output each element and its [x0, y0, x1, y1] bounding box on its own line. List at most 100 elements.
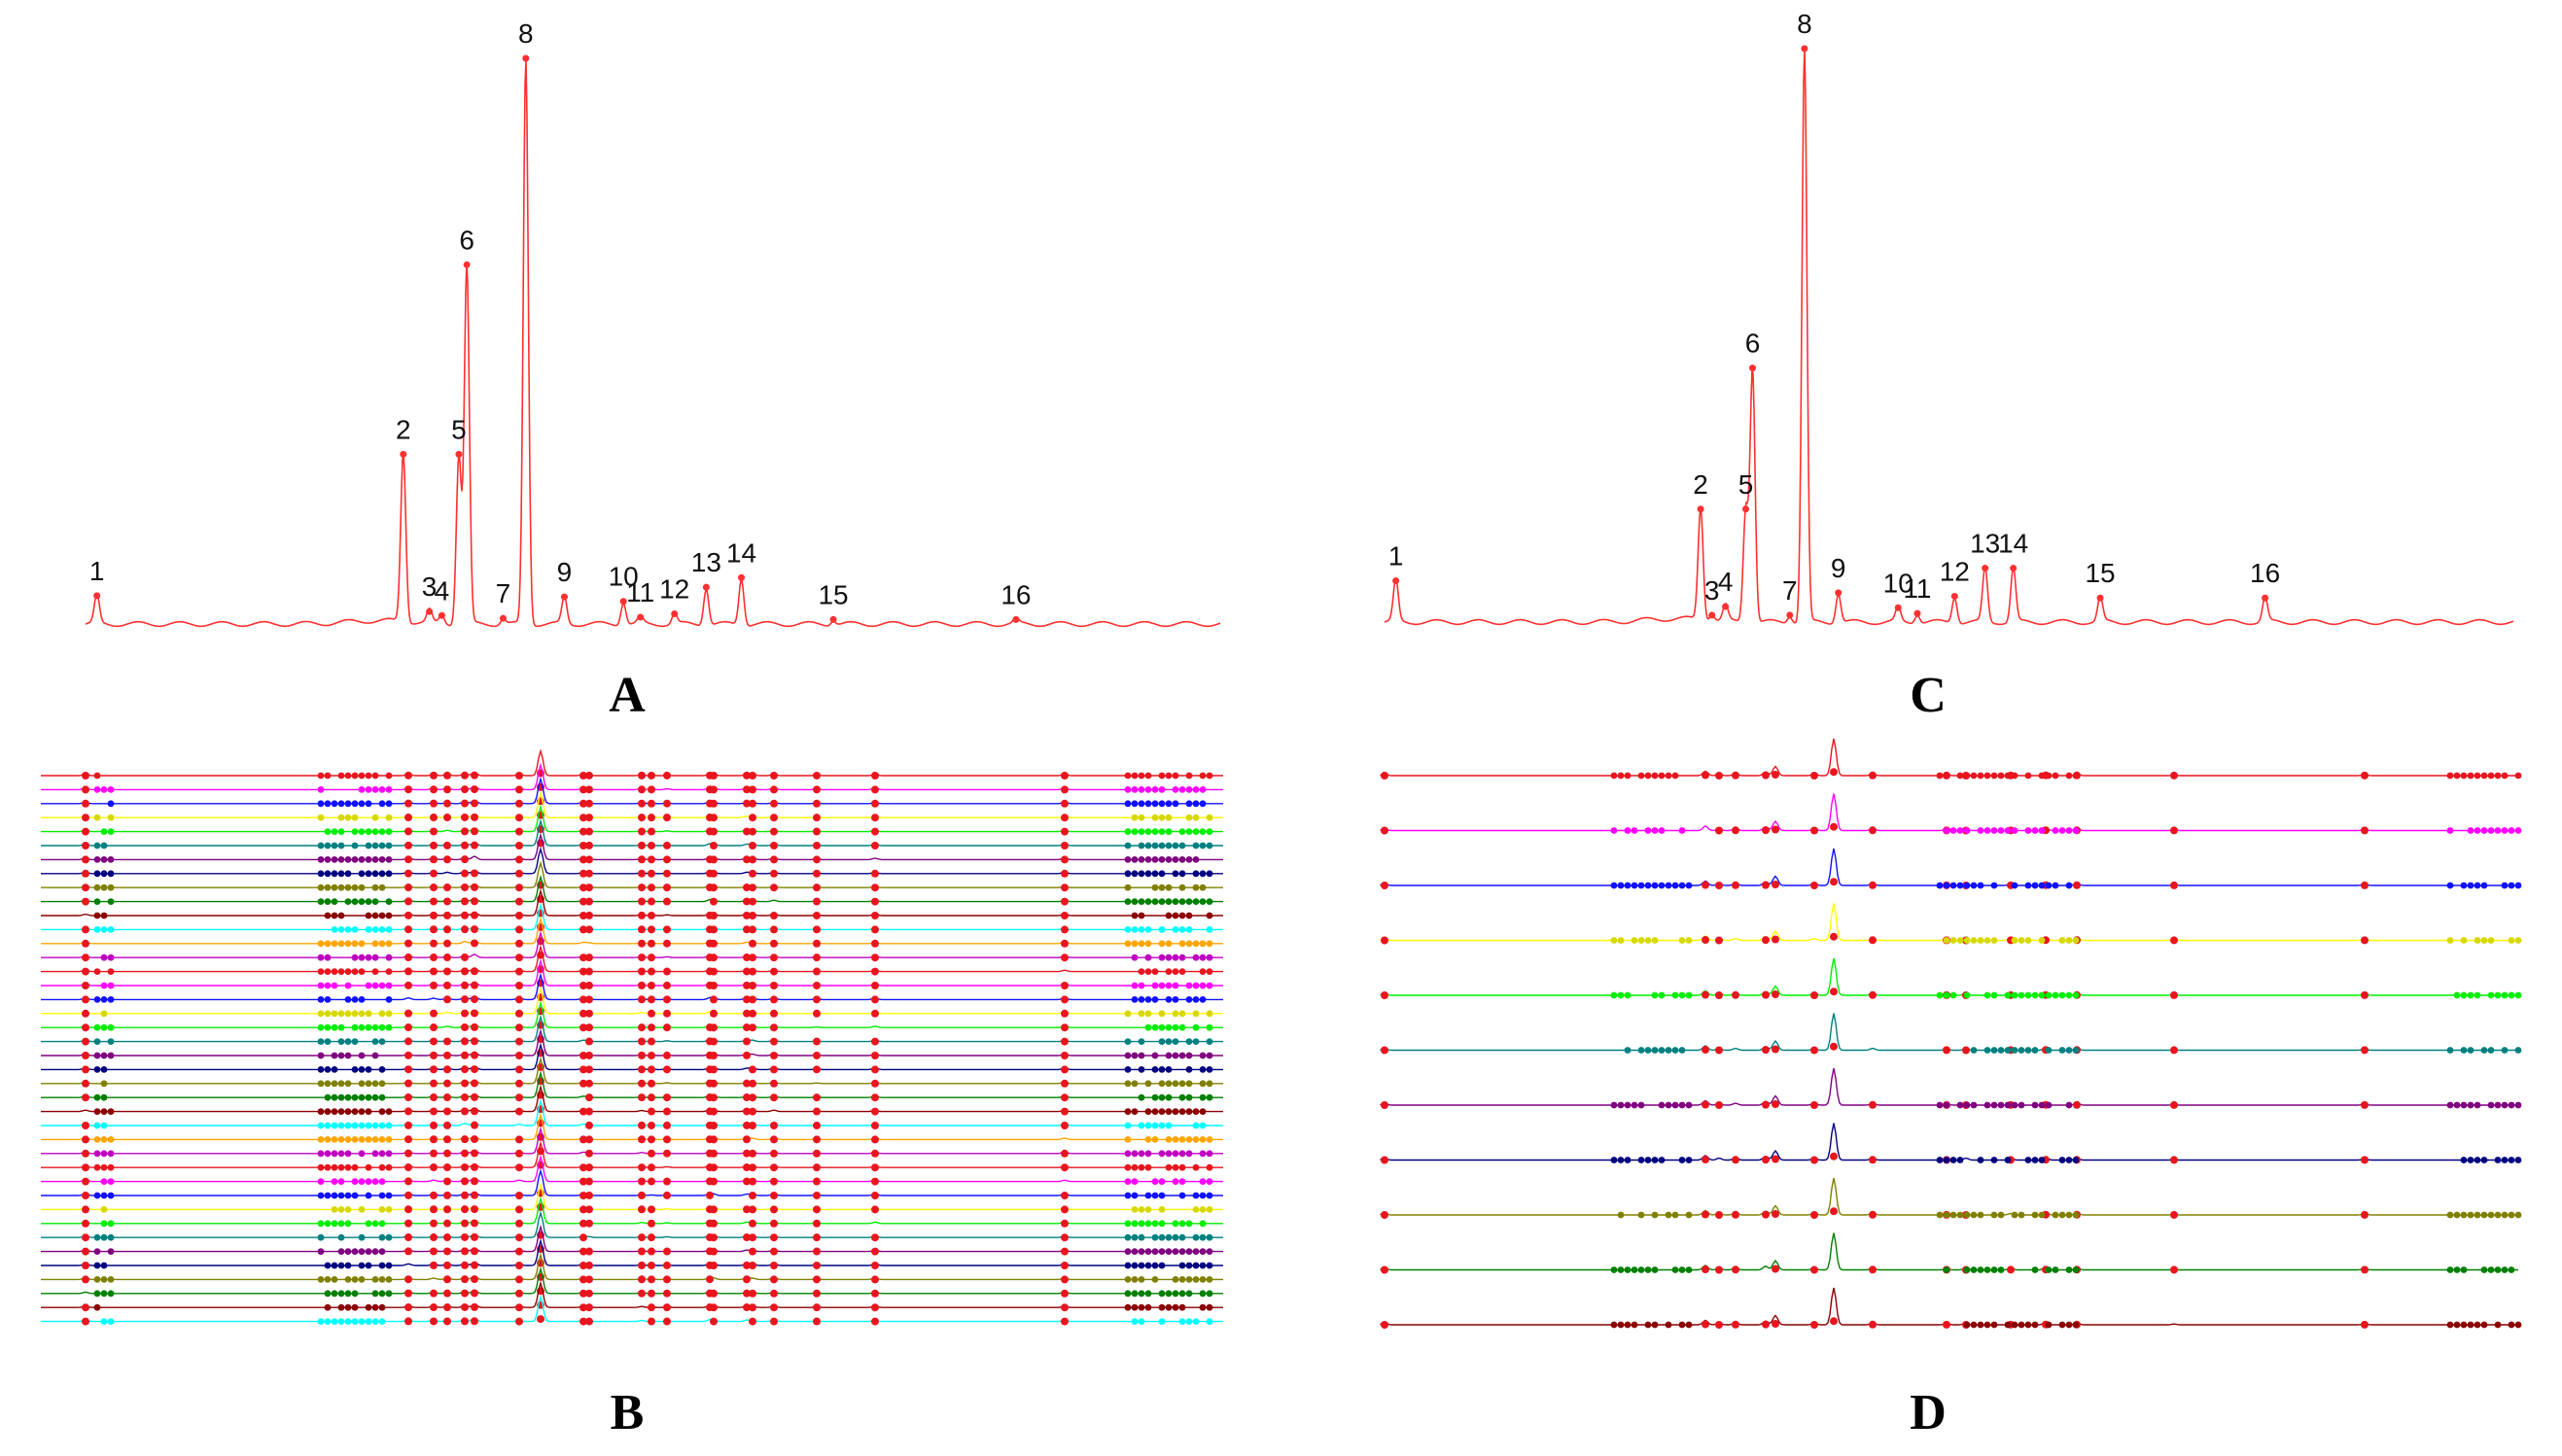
sample-trace — [1380, 1013, 2518, 1052]
cluster-dot — [1192, 1318, 1200, 1325]
cluster-dot — [1956, 882, 1964, 889]
cluster-dot — [1665, 1047, 1672, 1054]
peak-marker — [404, 1205, 412, 1214]
peak-label: 16 — [1000, 579, 1031, 609]
peak-marker — [648, 1093, 655, 1102]
peak-marker — [1869, 881, 1877, 889]
peak-marker — [663, 814, 671, 822]
peak-marker — [560, 593, 568, 601]
peak-marker — [1810, 1321, 1818, 1329]
cluster-dot — [1185, 1108, 1193, 1115]
cluster-dot — [1199, 940, 1207, 948]
cluster-dot — [2508, 1321, 2515, 1329]
peak-marker — [1762, 1156, 1770, 1164]
cluster-dot — [1943, 991, 1950, 999]
cluster-dot — [100, 842, 108, 849]
peak-marker — [430, 897, 438, 906]
cluster-dot — [344, 856, 352, 863]
peak-marker — [471, 1219, 478, 1228]
cluster-dot — [1144, 870, 1152, 878]
panel-label-a: A — [609, 668, 646, 723]
peak-marker — [404, 1191, 412, 1199]
peak-marker — [430, 799, 438, 808]
cluster-dot — [1172, 996, 1179, 1003]
cluster-dot — [100, 1192, 108, 1199]
cluster-dot — [1199, 800, 1207, 808]
peak-marker — [663, 1317, 671, 1326]
peak-marker — [813, 911, 821, 919]
cluster-dot — [1158, 982, 1166, 989]
cluster-dot — [1158, 842, 1166, 849]
cluster-dot — [1651, 1266, 1659, 1273]
cluster-dot — [365, 1066, 372, 1073]
cluster-dot — [2514, 1047, 2522, 1054]
peak-marker — [770, 772, 778, 780]
cluster-dot — [371, 968, 379, 975]
cluster-dot — [344, 800, 352, 808]
cluster-dot — [1685, 1211, 1693, 1219]
peak-marker — [430, 1233, 438, 1242]
peak-marker — [515, 912, 523, 919]
cluster-dot — [331, 926, 338, 933]
peak-marker — [443, 1177, 451, 1186]
peak-marker — [743, 1051, 751, 1059]
peak-marker — [749, 953, 756, 962]
peak-marker — [404, 1037, 412, 1046]
peak-marker — [82, 799, 89, 808]
cluster-dot — [344, 1220, 352, 1228]
peak-marker — [871, 1065, 879, 1074]
cluster-dot — [1206, 772, 1213, 780]
cluster-dot — [351, 1163, 359, 1171]
peak-marker — [638, 1289, 646, 1298]
peak-marker — [813, 1177, 821, 1186]
cluster-dot — [1124, 1262, 1132, 1269]
cluster-dot — [100, 912, 108, 919]
cluster-dot — [1131, 1262, 1139, 1269]
cluster-dot — [351, 898, 359, 905]
cluster-dot — [351, 1038, 359, 1045]
cluster-dot — [1124, 1080, 1132, 1088]
cluster-dot — [1199, 772, 1207, 780]
cluster-dot — [1199, 1080, 1207, 1088]
cluster-dot — [1165, 1052, 1173, 1059]
cluster-dot — [2508, 1101, 2515, 1109]
peak-marker — [813, 884, 821, 892]
peak-marker — [638, 814, 646, 822]
peak-marker — [579, 1052, 587, 1059]
peak-marker — [743, 1205, 751, 1214]
cluster-dot — [365, 870, 372, 878]
peak-marker — [813, 785, 821, 794]
peak-marker — [813, 1247, 821, 1256]
cluster-dot — [358, 1052, 366, 1059]
peak-marker — [515, 827, 523, 836]
cluster-dot — [2514, 937, 2522, 944]
cluster-dot — [331, 884, 338, 891]
cluster-dot — [1138, 1010, 1145, 1018]
peak-marker — [813, 1121, 821, 1129]
cluster-dot — [331, 982, 338, 989]
peak-marker — [471, 1205, 478, 1214]
peak-marker — [430, 1107, 438, 1116]
cluster-dot — [1685, 937, 1693, 944]
peak-marker — [638, 953, 646, 962]
peak-marker — [461, 813, 469, 821]
peak-marker — [585, 995, 593, 1004]
peak-marker — [749, 1065, 756, 1074]
cluster-dot — [324, 953, 332, 961]
cluster-dot — [371, 1122, 379, 1129]
peak-marker — [404, 967, 412, 976]
cluster-dot — [1158, 1122, 1166, 1129]
peak-marker — [813, 925, 821, 934]
peak-marker — [871, 897, 879, 906]
peak-marker — [438, 611, 445, 619]
cluster-dot — [100, 982, 108, 989]
cluster-dot — [337, 1023, 345, 1031]
peak-marker — [710, 1289, 718, 1298]
cluster-dot — [2031, 1266, 2039, 1273]
peak-marker — [443, 1149, 451, 1158]
cluster-dot — [385, 968, 393, 975]
cluster-dot — [1131, 996, 1139, 1003]
peak-marker — [430, 855, 438, 864]
cluster-dot — [351, 856, 359, 863]
